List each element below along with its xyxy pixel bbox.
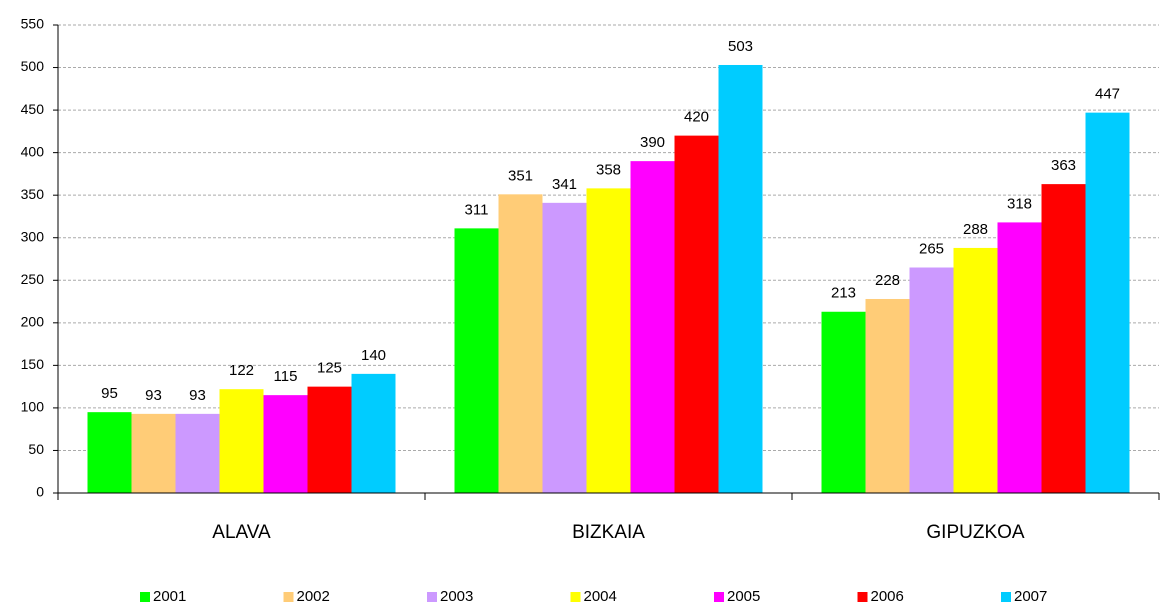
value-label: 140 [361,347,386,364]
bar [175,413,220,493]
x-tick-label: ALAVA [212,522,271,543]
bar [821,311,866,493]
legend-label: 2001 [153,588,186,603]
y-tick-label: 500 [21,58,45,74]
bar [953,247,998,493]
legend-label: 2004 [584,588,617,603]
value-label: 351 [508,167,533,184]
bar [997,222,1042,494]
bar [865,298,910,493]
bar [718,64,763,493]
value-label: 93 [189,387,206,404]
legend-label: 2003 [440,588,473,603]
y-tick-label: 200 [21,314,45,330]
value-label: 93 [145,387,162,404]
bar [1041,184,1086,493]
legend-swatch [714,592,724,602]
legend-swatch [427,592,437,602]
bar [909,267,954,493]
x-tick-label: BIZKAIA [572,522,645,543]
value-label: 122 [229,362,254,379]
value-label: 95 [101,385,118,402]
bar [586,188,631,493]
bar [219,389,264,493]
value-label: 115 [274,368,298,385]
bar [542,202,587,493]
value-label: 503 [728,38,753,55]
y-tick-label: 450 [21,101,45,117]
legend-swatch [1001,592,1011,602]
y-tick-label: 50 [28,441,44,457]
value-label: 447 [1095,86,1120,103]
value-label: 213 [831,285,856,302]
y-tick-label: 350 [21,186,45,202]
legend-swatch [283,592,294,602]
value-label: 311 [465,201,489,218]
value-label: 358 [596,161,621,178]
x-tick-label: GIPUZKOA [926,522,1025,543]
bar [131,413,176,493]
legend-swatch [570,592,581,602]
y-tick-label: 0 [36,484,44,500]
legend-label: 2007 [1014,588,1047,603]
legend-swatch [857,592,868,602]
value-label: 420 [684,109,709,126]
y-tick-label: 100 [21,399,45,415]
y-tick-label: 150 [21,356,45,372]
bar [454,228,499,493]
value-label: 318 [1007,195,1032,212]
bar [674,135,719,494]
value-label: 341 [552,176,577,193]
value-label: 363 [1051,157,1076,174]
bar [87,412,132,493]
legend-swatch [140,592,150,602]
value-label: 288 [963,221,988,238]
bar [351,373,396,493]
y-tick-label: 300 [21,228,45,244]
y-tick-label: 250 [21,271,45,287]
bar [1085,112,1130,493]
legend-label: 2002 [297,588,330,603]
bar [630,161,675,494]
bar [263,395,308,493]
bar [498,194,543,493]
value-label: 390 [640,134,665,151]
y-tick-label: 400 [21,143,45,159]
bar [307,386,352,493]
value-label: 228 [875,272,900,289]
value-label: 125 [317,360,342,377]
legend-label: 2005 [727,588,760,603]
legend-label: 2006 [871,588,904,603]
value-label: 265 [919,240,944,257]
y-tick-label: 550 [21,16,45,32]
